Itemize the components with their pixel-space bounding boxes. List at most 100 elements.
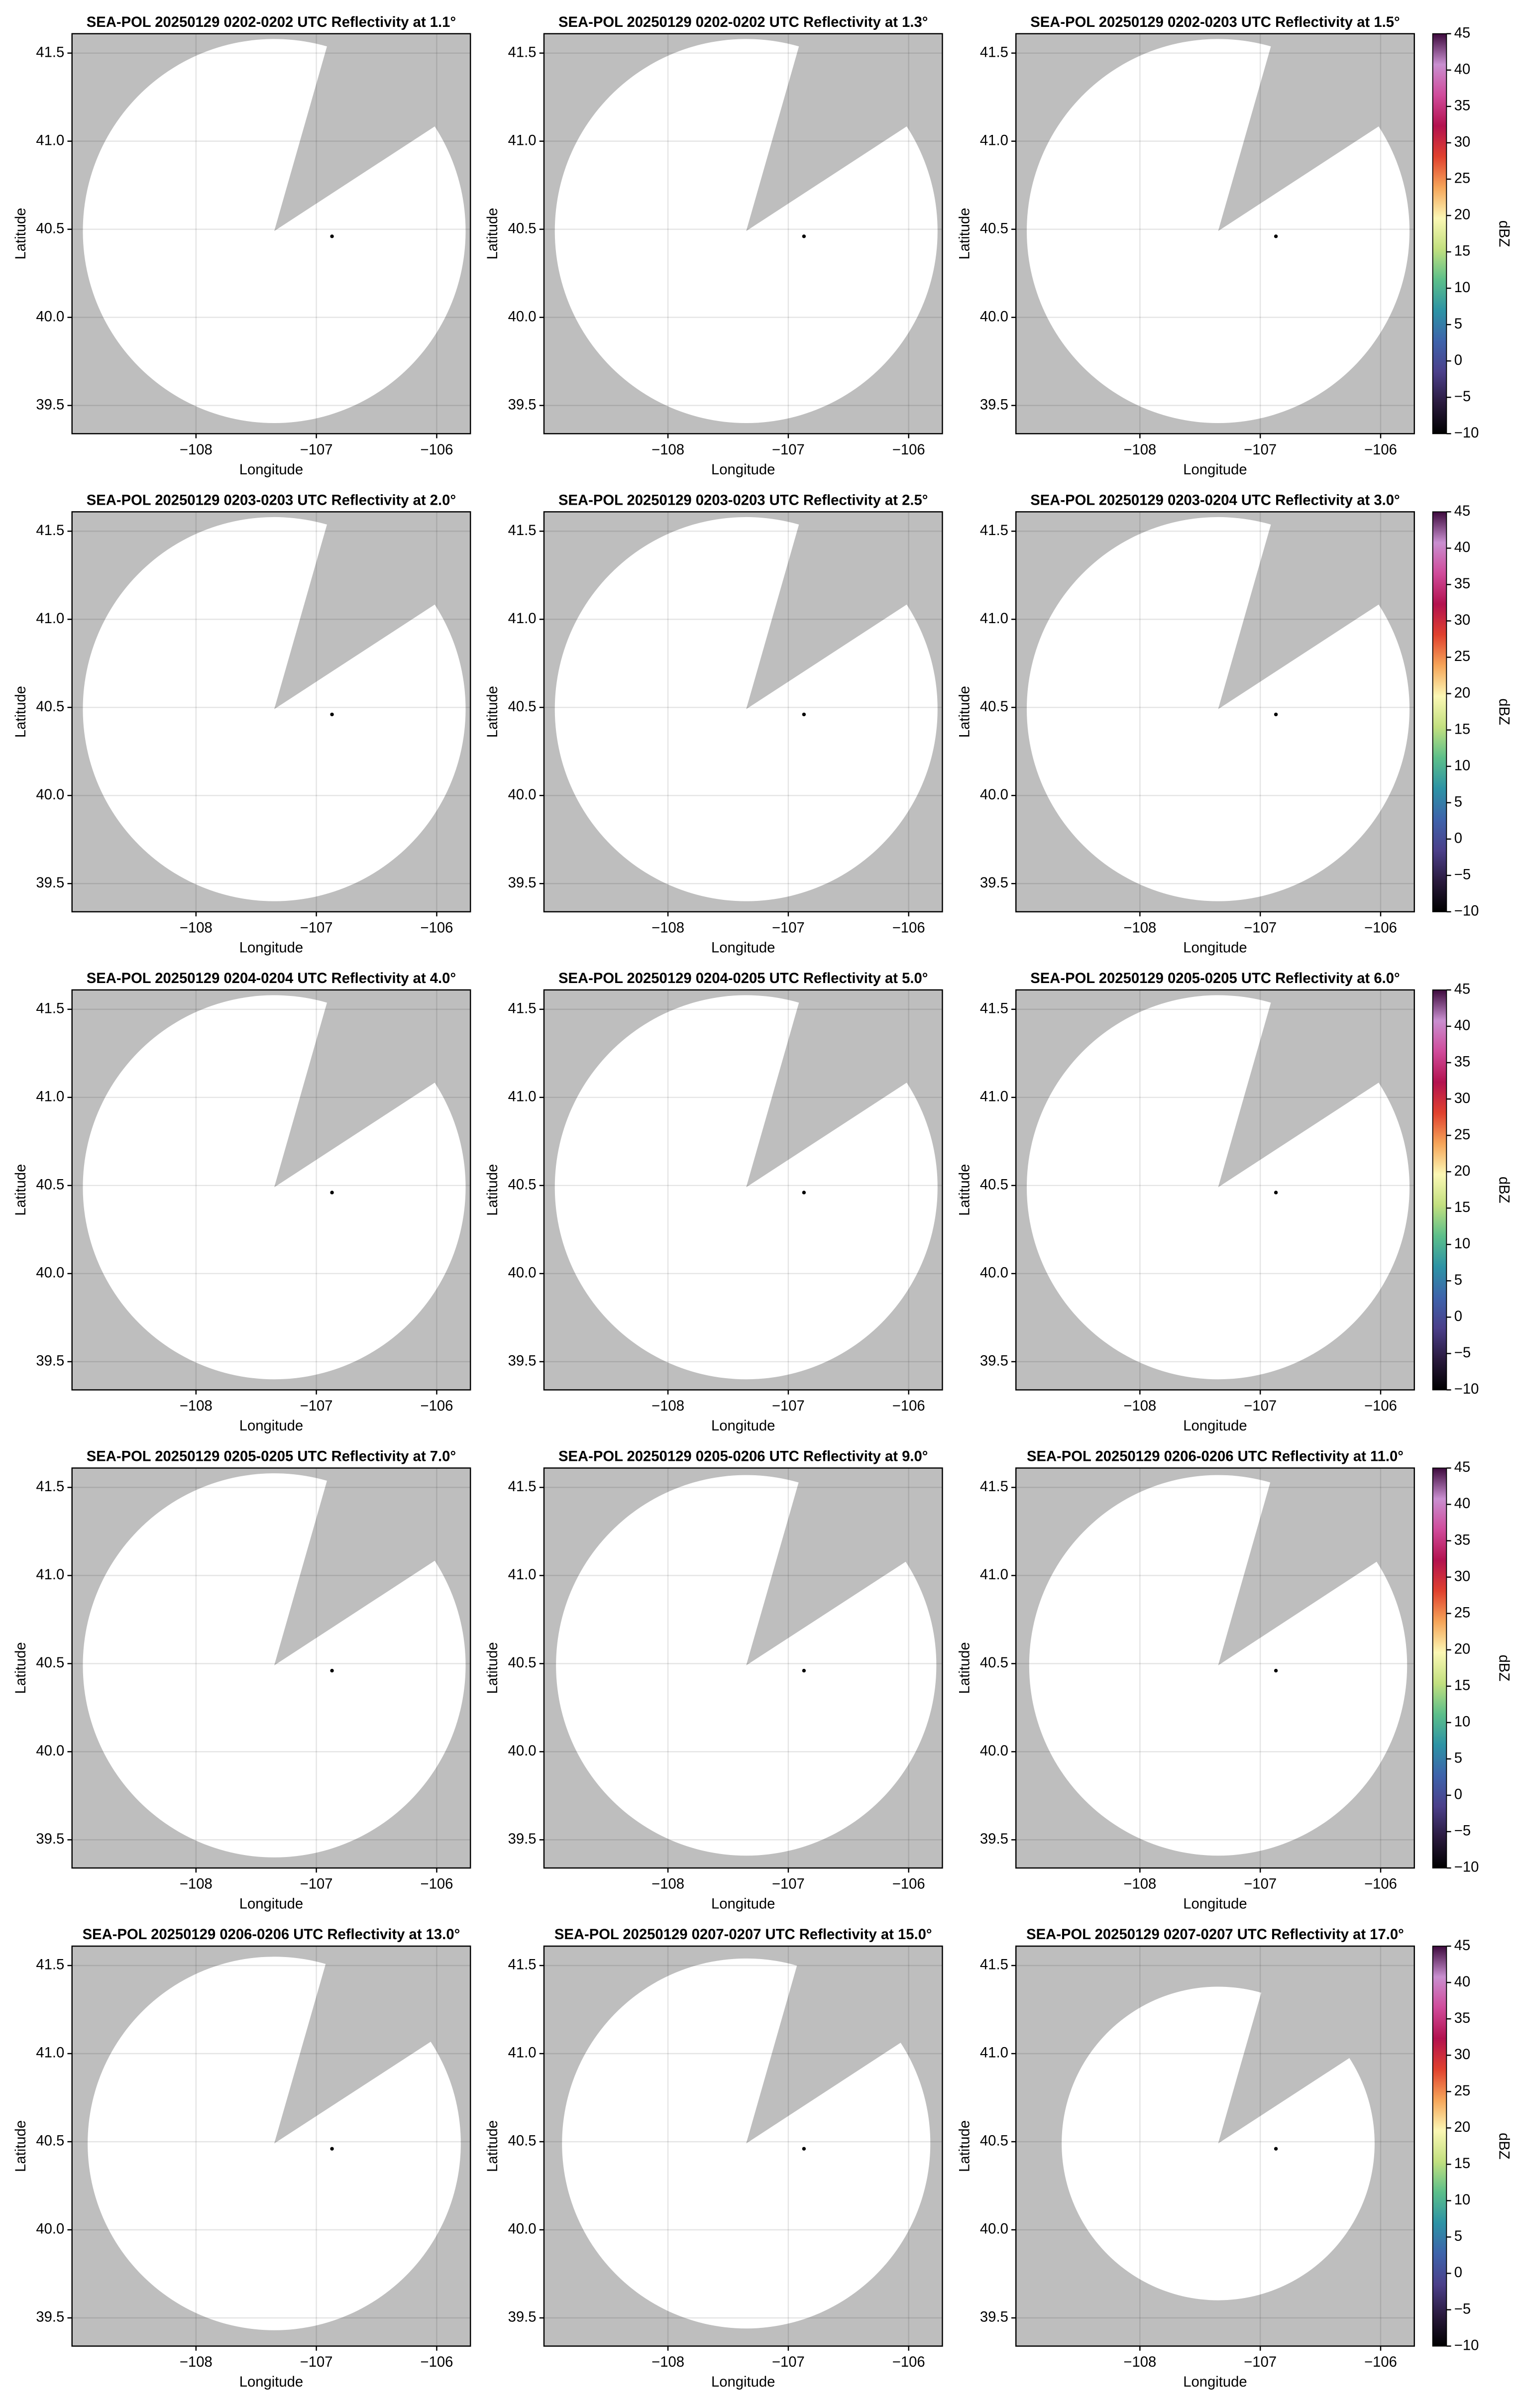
colorbar-tick-label: 25 [1454,649,1471,664]
y-tick-label: 40.0 [36,787,64,803]
x-tick-label: −107 [772,442,805,458]
chart-title: SEA-POL 20250129 0203-0203 UTC Reflectiv… [87,492,456,508]
colorbar-tick-label: 25 [1454,1127,1471,1143]
plot-frame [543,989,943,1391]
y-axis-label: Latitude [485,208,501,259]
x-tick-label: −107 [300,442,333,458]
y-axis-label: Latitude [13,2120,29,2172]
colorbar-tick-label: −10 [1454,425,1479,441]
y-tick-label: 40.0 [508,787,537,803]
colorbar-frame [1432,989,1447,1391]
y-tick-label: 39.5 [980,875,1008,891]
x-axis-label: Longitude [239,462,303,478]
x-tick-label: −106 [421,1398,453,1414]
panel: −108 −107 −106 39.5 40.0 40.5 41.0 41.5 SEA-POL … [957,1449,1512,1912]
x-tick-label: −108 [1123,920,1156,936]
plot-frame [543,1467,943,1869]
x-tick-label: −107 [300,2354,333,2370]
y-tick-label: 40.0 [980,2221,1008,2237]
colorbar-label: dBZ [1496,1177,1512,1204]
x-tick-label: −107 [772,1876,805,1892]
x-axis-label: Longitude [1183,2374,1247,2390]
y-tick-label: 40.0 [36,1265,64,1281]
radar-site [802,1668,806,1673]
y-tick-label: 39.5 [36,1831,64,1847]
x-axis-label: Longitude [1183,1418,1247,1434]
colorbar-tick-label: 5 [1454,1751,1462,1766]
colorbar-tick-label: 0 [1454,2265,1462,2281]
x-tick-label: −107 [300,920,333,936]
x-axis-label: Longitude [239,1896,303,1912]
x-axis-label: Longitude [1183,940,1247,956]
x-tick-label: −106 [1364,1876,1397,1892]
y-axis-label: Latitude [485,1642,501,1694]
x-tick-label: −108 [1123,1876,1156,1892]
radar-site [1274,2147,1278,2151]
colorbar-tick-label: 25 [1454,2083,1471,2099]
colorbar-tick-label: 0 [1454,352,1462,368]
x-tick-label: −106 [421,920,453,936]
colorbar-label: dBZ [1496,2133,1512,2160]
chart-title: SEA-POL 20250129 0204-0204 UTC Reflectiv… [87,971,456,986]
colorbar-tick-label: 15 [1454,2156,1471,2172]
colorbar-tick-label: 35 [1454,1532,1471,1548]
radar-site [802,234,806,238]
y-tick-label: 41.0 [36,611,64,627]
x-tick-label: −108 [651,1398,684,1414]
x-tick-label: −107 [772,2354,805,2370]
y-tick-label: 41.5 [980,1957,1008,1973]
x-tick-label: −106 [892,920,925,936]
x-tick-label: −108 [651,2354,684,2370]
coverage-area [554,39,938,424]
coverage-area [1029,1475,1408,1856]
panel: −108 −107 −106 39.5 40.0 40.5 41.0 41.5 SEA-POL … [13,14,471,478]
panel: −108 −107 −106 39.5 40.0 40.5 41.0 41.5 SEA-POL … [485,1927,943,2390]
colorbar-tick-label: 10 [1454,1236,1471,1252]
y-tick-label: 41.0 [36,1567,64,1583]
colorbar-tick-label: 35 [1454,2010,1471,2026]
panel: −108 −107 −106 39.5 40.0 40.5 41.0 41.5 SEA-POL … [957,492,1512,956]
plot-frame [71,1945,471,2347]
y-tick-label: 39.5 [980,1353,1008,1369]
chart-title: SEA-POL 20250129 0202-0203 UTC Reflectiv… [1030,14,1400,30]
plot-frame [1015,511,1415,913]
plot-frame [543,1945,943,2347]
coverage-area [1062,1986,1375,2300]
colorbar-tick-label: 5 [1454,316,1462,332]
x-tick-label: −107 [300,1876,333,1892]
radar-site [330,1191,334,1195]
colorbar-tick-label: −5 [1454,389,1471,405]
x-tick-label: −106 [1364,1398,1397,1414]
y-tick-label: 39.5 [508,2309,537,2325]
x-tick-label: −108 [651,442,684,458]
colorbar-tick-label: 25 [1454,1605,1471,1621]
x-tick-label: −107 [1244,1398,1277,1414]
x-axis-label: Longitude [711,2374,775,2390]
y-tick-label: 41.5 [36,44,64,60]
y-tick-label: 40.0 [508,1743,537,1759]
x-tick-label: −106 [421,2354,453,2370]
y-tick-label: 41.5 [36,523,64,539]
colorbar-tick-label: 20 [1454,207,1471,223]
colorbar-tick-label: 10 [1454,758,1471,773]
colorbar-label: dBZ [1496,698,1512,725]
radar-site [330,712,334,717]
chart-title: SEA-POL 20250129 0207-0207 UTC Reflectiv… [1026,1927,1404,1943]
colorbar-tick-label: 15 [1454,721,1471,737]
chart-title: SEA-POL 20250129 0206-0206 UTC Reflectiv… [1027,1449,1404,1465]
colorbar-frame [1432,1946,1447,2347]
colorbar-tick-label: 40 [1454,1496,1471,1512]
y-tick-label: 39.5 [508,397,537,413]
plot-frame [543,511,943,913]
y-tick-label: 39.5 [508,1831,537,1847]
y-axis-label: Latitude [957,1164,973,1216]
y-tick-label: 41.5 [36,1957,64,1973]
panel: −108 −107 −106 39.5 40.0 40.5 41.0 41.5 SEA-POL … [485,492,943,956]
x-tick-label: −106 [1364,920,1397,936]
colorbar-tick-label: 0 [1454,1787,1462,1803]
y-tick-label: 41.0 [980,1567,1008,1583]
x-tick-label: −106 [892,442,925,458]
radar-site [802,1191,806,1195]
y-tick-label: 39.5 [36,2309,64,2325]
y-tick-label: 39.5 [36,1353,64,1369]
